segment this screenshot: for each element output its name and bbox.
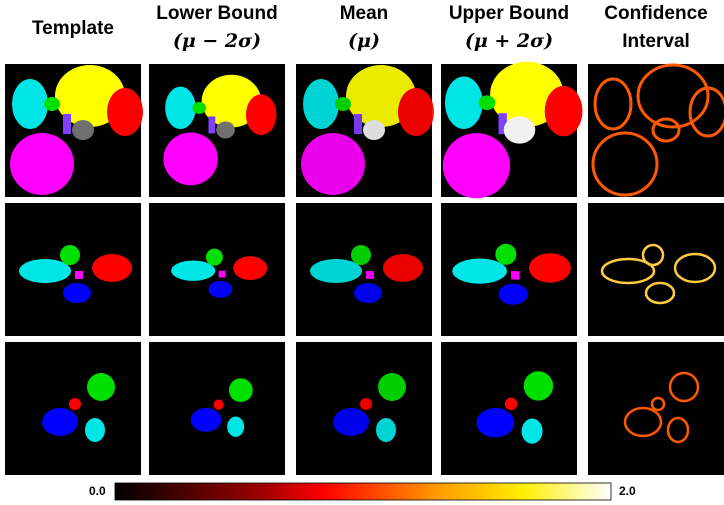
image-panel: [296, 342, 432, 475]
header: Mean: [340, 3, 389, 24]
column-headers: Template Lower Bound (μ − 2σ) Mean (μ) U…: [32, 3, 708, 52]
segment: [363, 120, 385, 140]
image-grid: [5, 62, 724, 475]
header-formula: (μ): [348, 30, 380, 52]
image-panel: [149, 203, 285, 336]
image-panel: [149, 342, 285, 475]
image-panel: [441, 342, 577, 475]
header-formula: (μ − 2σ): [173, 30, 261, 52]
header: Confidence: [604, 3, 707, 24]
image-panel: [296, 203, 432, 336]
figure: Template Lower Bound (μ − 2σ) Mean (μ) U…: [0, 0, 724, 505]
image-panel: [149, 64, 285, 197]
colorbar: [115, 483, 611, 500]
segment: [72, 120, 94, 140]
image-panel: [5, 64, 143, 197]
image-panel: [588, 342, 724, 475]
header-formula: (μ + 2σ): [465, 30, 553, 52]
image-panel: [5, 342, 141, 475]
colorbar-tick-label: 0.0: [89, 484, 106, 498]
header: Lower Bound: [156, 3, 277, 24]
header: Interval: [622, 31, 690, 52]
image-panel: [441, 203, 577, 336]
header: Upper Bound: [449, 3, 569, 24]
segment: [504, 116, 536, 143]
image-panel: [296, 64, 434, 197]
header: Template: [32, 18, 114, 39]
colorbar-tick-label: 2.0: [619, 484, 636, 498]
image-panel: [5, 203, 141, 336]
image-panel: [588, 203, 724, 336]
segment: [216, 122, 235, 139]
image-panel: [588, 64, 724, 197]
panel-background: [588, 203, 724, 336]
panel-background: [588, 64, 724, 197]
image-panel: [441, 62, 583, 199]
